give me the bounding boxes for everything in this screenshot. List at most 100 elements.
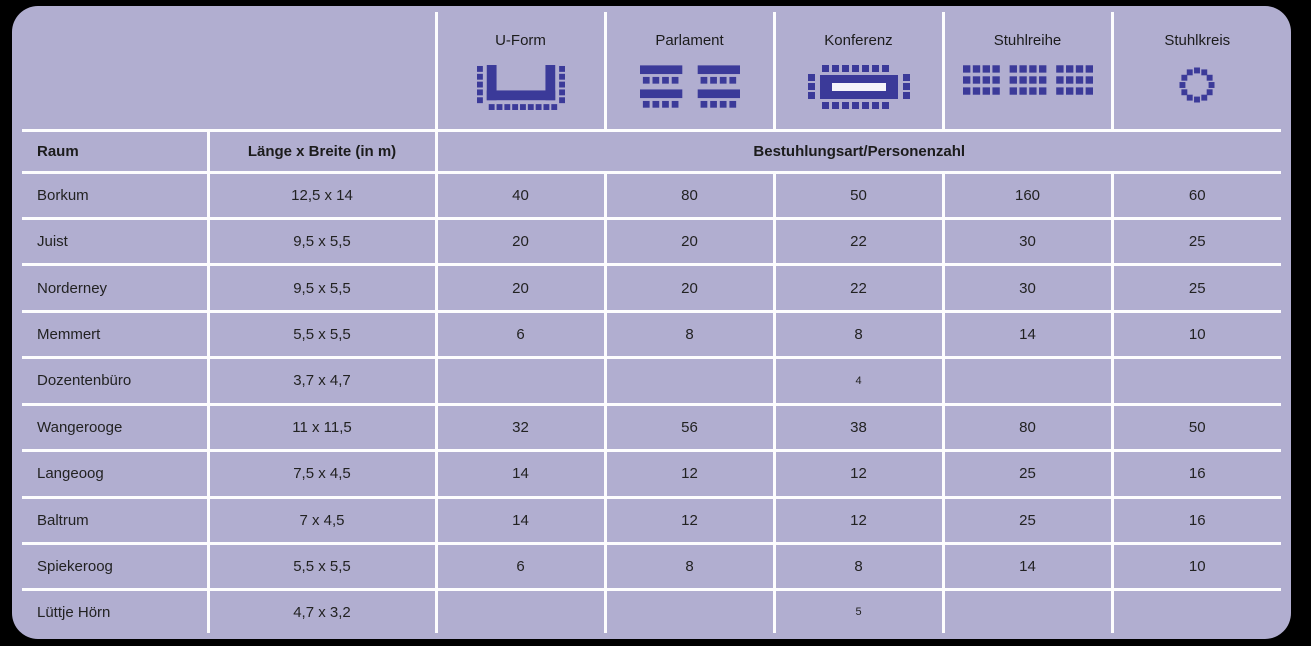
capacity-uform: 14: [434, 495, 607, 546]
room-capacity-panel: U-Form Parlament: [12, 6, 1291, 639]
capacity-parlament: [603, 356, 776, 406]
stuhlkreis-icon: [1115, 65, 1281, 105]
room-name: Memmert: [22, 309, 210, 360]
capacity-stuhlreihe: 30: [941, 216, 1114, 267]
capacity-uform: 20: [434, 216, 607, 267]
capacity-stuhlkreis: [1110, 356, 1281, 406]
room-name: Langeoog: [22, 449, 210, 499]
column-label-stuhlkreis: Stuhlkreis: [1164, 32, 1231, 49]
table-row-spiekeroog: Spiekeroog 5,5 x 5,5 6 8 8 14 10: [22, 541, 1281, 592]
capacity-konferenz: 12: [772, 449, 945, 499]
room-name: Spiekeroog: [22, 541, 210, 592]
seating-icon-header-row: U-Form Parlament: [22, 12, 1281, 132]
capacity-stuhlkreis: [1110, 588, 1281, 633]
capacity-stuhlreihe: [941, 588, 1114, 633]
capacity-parlament: 12: [603, 495, 776, 546]
room-capacity-table: U-Form Parlament: [22, 12, 1281, 633]
capacity-konferenz: 38: [772, 402, 945, 453]
capacity-parlament: 20: [603, 263, 776, 313]
capacity-stuhlkreis: 10: [1110, 541, 1281, 592]
capacity-stuhlreihe: 25: [941, 449, 1114, 499]
room-name: Juist: [22, 216, 210, 267]
capacity-stuhlreihe: 14: [941, 309, 1114, 360]
table-row-norderney: Norderney 9,5 x 5,5 20 20 22 30 25: [22, 263, 1281, 313]
capacity-uform: 20: [434, 263, 607, 313]
capacity-uform: [434, 356, 607, 406]
table-row-juist: Juist 9,5 x 5,5 20 20 22 30 25: [22, 216, 1281, 267]
konferenz-icon: [777, 65, 940, 109]
capacity-stuhlkreis: 16: [1110, 495, 1281, 546]
capacity-konferenz: 50: [772, 170, 945, 220]
column-label-stuhlreihe: Stuhlreihe: [993, 32, 1062, 49]
capacity-uform: 40: [434, 170, 607, 220]
room-dimensions: 9,5 x 5,5: [206, 216, 438, 267]
capacity-konferenz: 5: [772, 588, 945, 633]
capacity-konferenz: 8: [772, 541, 945, 592]
capacity-parlament: 80: [603, 170, 776, 220]
room-dimensions: 5,5 x 5,5: [206, 309, 438, 360]
capacity-parlament: 8: [603, 309, 776, 360]
capacity-konferenz: 8: [772, 309, 945, 360]
capacity-stuhlkreis: 25: [1110, 216, 1281, 267]
room-name: Borkum: [22, 170, 210, 220]
capacity-stuhlreihe: 30: [941, 263, 1114, 313]
room-name: Norderney: [22, 263, 210, 313]
column-header-stuhlreihe: Stuhlreihe: [941, 12, 1114, 132]
capacity-parlament: 8: [603, 541, 776, 592]
room-dimensions: 9,5 x 5,5: [206, 263, 438, 313]
room-name: Lüttje Hörn: [22, 588, 210, 633]
header-corner-cell: [22, 12, 438, 132]
capacity-uform: 32: [434, 402, 607, 453]
capacity-uform: 6: [434, 541, 607, 592]
table-row-dozentenbuero: Dozentenbüro 3,7 x 4,7 4: [22, 356, 1281, 406]
capacity-stuhlkreis: 25: [1110, 263, 1281, 313]
room-dimensions: 11 x 11,5: [206, 402, 438, 453]
capacity-stuhlreihe: 160: [941, 170, 1114, 220]
column-header-uform: U-Form: [434, 12, 607, 132]
room-dimensions: 7,5 x 4,5: [206, 449, 438, 499]
seating-span-header: Bestuhlungsart/Personenzahl: [434, 128, 1281, 174]
capacity-parlament: 20: [603, 216, 776, 267]
room-dimensions: 3,7 x 4,7: [206, 356, 438, 406]
capacity-stuhlkreis: 60: [1110, 170, 1281, 220]
parlament-icon: [608, 65, 771, 110]
table-row-luettje-hoern: Lüttje Hörn 4,7 x 3,2 5: [22, 588, 1281, 633]
capacity-uform: 6: [434, 309, 607, 360]
room-dimensions: 7 x 4,5: [206, 495, 438, 546]
capacity-konferenz: 12: [772, 495, 945, 546]
room-name: Wangerooge: [22, 402, 210, 453]
room-dimensions: 5,5 x 5,5: [206, 541, 438, 592]
column-header-parlament: Parlament: [603, 12, 776, 132]
u-form-icon: [439, 65, 602, 110]
room-dimensions: 4,7 x 3,2: [206, 588, 438, 633]
capacity-parlament: 12: [603, 449, 776, 499]
column-label-parlament: Parlament: [655, 32, 724, 49]
capacity-konferenz: 22: [772, 216, 945, 267]
column-label-konferenz: Konferenz: [824, 32, 893, 49]
room-column-header: Raum: [22, 128, 210, 174]
capacity-stuhlreihe: 80: [941, 402, 1114, 453]
capacity-stuhlreihe: 14: [941, 541, 1114, 592]
room-dimensions: 12,5 x 14: [206, 170, 438, 220]
column-header-konferenz: Konferenz: [772, 12, 945, 132]
room-name: Baltrum: [22, 495, 210, 546]
table-row-borkum: Borkum 12,5 x 14 40 80 50 160 60: [22, 170, 1281, 220]
capacity-parlament: 56: [603, 402, 776, 453]
capacity-stuhlreihe: 25: [941, 495, 1114, 546]
table-row-langeoog: Langeoog 7,5 x 4,5 14 12 12 25 16: [22, 449, 1281, 499]
capacity-uform: 14: [434, 449, 607, 499]
table-row-memmert: Memmert 5,5 x 5,5 6 8 8 14 10: [22, 309, 1281, 360]
column-label-uform: U-Form: [495, 32, 546, 49]
capacity-stuhlkreis: 16: [1110, 449, 1281, 499]
capacity-konferenz: 22: [772, 263, 945, 313]
table-label-row: Raum Länge x Breite (in m) Bestuhlungsar…: [22, 128, 1281, 174]
capacity-uform: [434, 588, 607, 633]
capacity-parlament: [603, 588, 776, 633]
table-row-baltrum: Baltrum 7 x 4,5 14 12 12 25 16: [22, 495, 1281, 546]
table-row-wangerooge: Wangerooge 11 x 11,5 32 56 38 80 50: [22, 402, 1281, 453]
column-header-stuhlkreis: Stuhlkreis: [1110, 12, 1281, 132]
stuhlreihe-icon: [946, 65, 1109, 95]
capacity-stuhlkreis: 10: [1110, 309, 1281, 360]
dimensions-column-header: Länge x Breite (in m): [206, 128, 438, 174]
capacity-stuhlreihe: [941, 356, 1114, 406]
